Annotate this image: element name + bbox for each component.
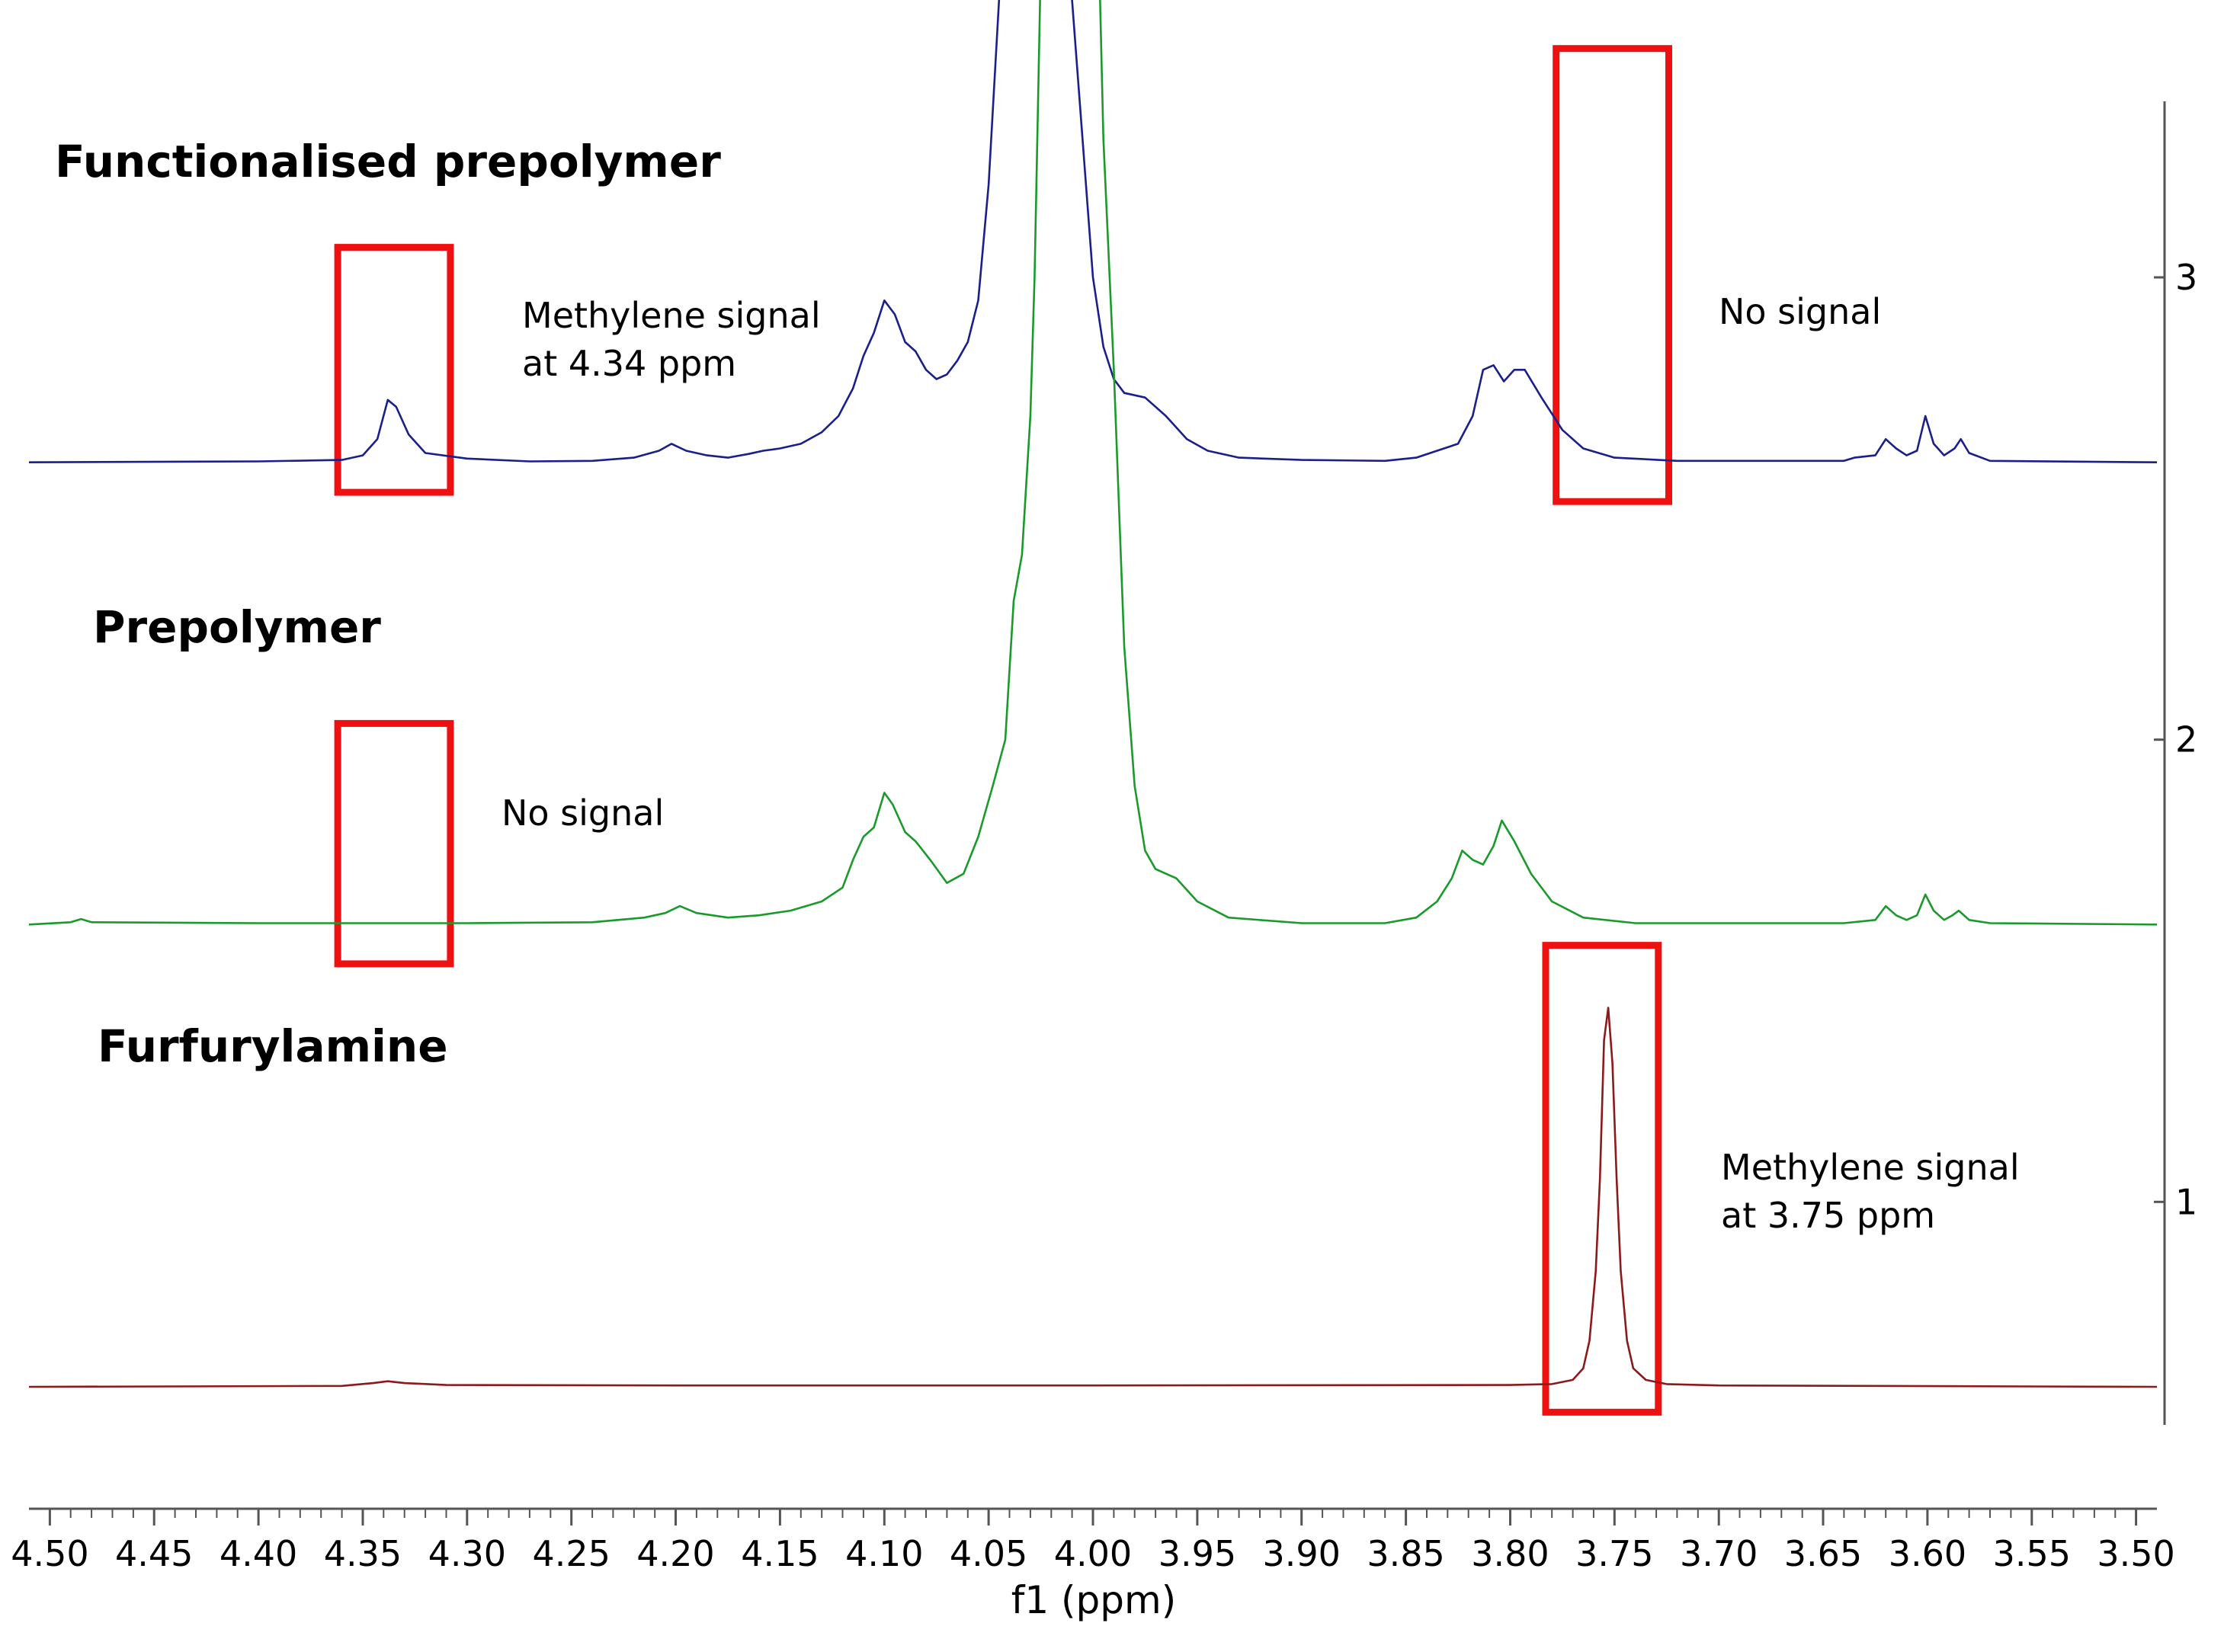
- spectra: [28, 0, 2158, 1388]
- x-tick-label: 4.35: [324, 1533, 402, 1574]
- x-tick-label: 4.15: [741, 1533, 819, 1574]
- x-tick-label: 3.55: [1993, 1533, 2071, 1574]
- label-furfurylamine: Furfurylamine: [98, 1020, 448, 1072]
- label-functionalised-prepolymer: Functionalised prepolymer: [55, 136, 721, 187]
- annot-fp-signal-line1: Methylene signal: [522, 295, 821, 336]
- y-tick-label: 2: [2175, 719, 2197, 760]
- x-tick-label: 3.70: [1680, 1533, 1758, 1574]
- x-tick-label: 4.05: [950, 1533, 1027, 1574]
- x-axis-ticks: 4.50 4.45 4.40 4.35 4.30 4.25 4.20 4.15 4.10 4.05…: [11, 1509, 2175, 1574]
- annot-fp-signal-line2: at 4.34 ppm: [522, 343, 736, 384]
- highlight-box-fp-box-3.75: [1553, 45, 1672, 505]
- x-tick-label: 4.45: [115, 1533, 193, 1574]
- x-tick-label: 3.90: [1262, 1533, 1340, 1574]
- x-tick-label: 3.95: [1158, 1533, 1236, 1574]
- highlight-box-fp-box-4.34: [334, 244, 454, 496]
- x-tick-label: 3.60: [1889, 1533, 1966, 1574]
- x-tick-label: 4.30: [428, 1533, 506, 1574]
- highlight-boxes: [334, 45, 1672, 1416]
- annot-fa-signal-line2: at 3.75 ppm: [1721, 1195, 1935, 1236]
- x-tick-label: 4.40: [220, 1533, 297, 1574]
- x-tick-label: 4.10: [845, 1533, 923, 1574]
- x-axis-title: f1 (ppm): [1011, 1578, 1177, 1622]
- x-tick-label: 4.20: [636, 1533, 714, 1574]
- annot-pp-no-signal: No signal: [502, 792, 664, 834]
- label-prepolymer: Prepolymer: [93, 601, 381, 653]
- annot-fa-signal-line1: Methylene signal: [1721, 1147, 2020, 1188]
- series-furfurylamine: [28, 1007, 2158, 1388]
- x-tick-label: 4.25: [532, 1533, 610, 1574]
- highlight-box-pp-box-4.34: [334, 719, 454, 968]
- y-axis-ticks: 1 2 3: [2154, 257, 2197, 1222]
- x-tick-label: 4.00: [1054, 1533, 1132, 1574]
- x-tick-label: 3.85: [1367, 1533, 1444, 1574]
- series-functionalised-prepolymer: [28, 0, 2158, 463]
- series-prepolymer: [28, 0, 2158, 926]
- x-tick-label: 3.75: [1575, 1533, 1653, 1574]
- x-tick-label: 3.80: [1471, 1533, 1549, 1574]
- x-tick-label: 3.50: [2097, 1533, 2174, 1574]
- x-tick-label: 3.65: [1784, 1533, 1862, 1574]
- x-tick-label: 4.50: [11, 1533, 88, 1574]
- highlight-box-fa-box-3.75: [1542, 942, 1662, 1416]
- y-tick-label: 1: [2175, 1181, 2197, 1222]
- annot-fp-no-signal: No signal: [1719, 291, 1881, 332]
- y-tick-label: 3: [2175, 257, 2197, 298]
